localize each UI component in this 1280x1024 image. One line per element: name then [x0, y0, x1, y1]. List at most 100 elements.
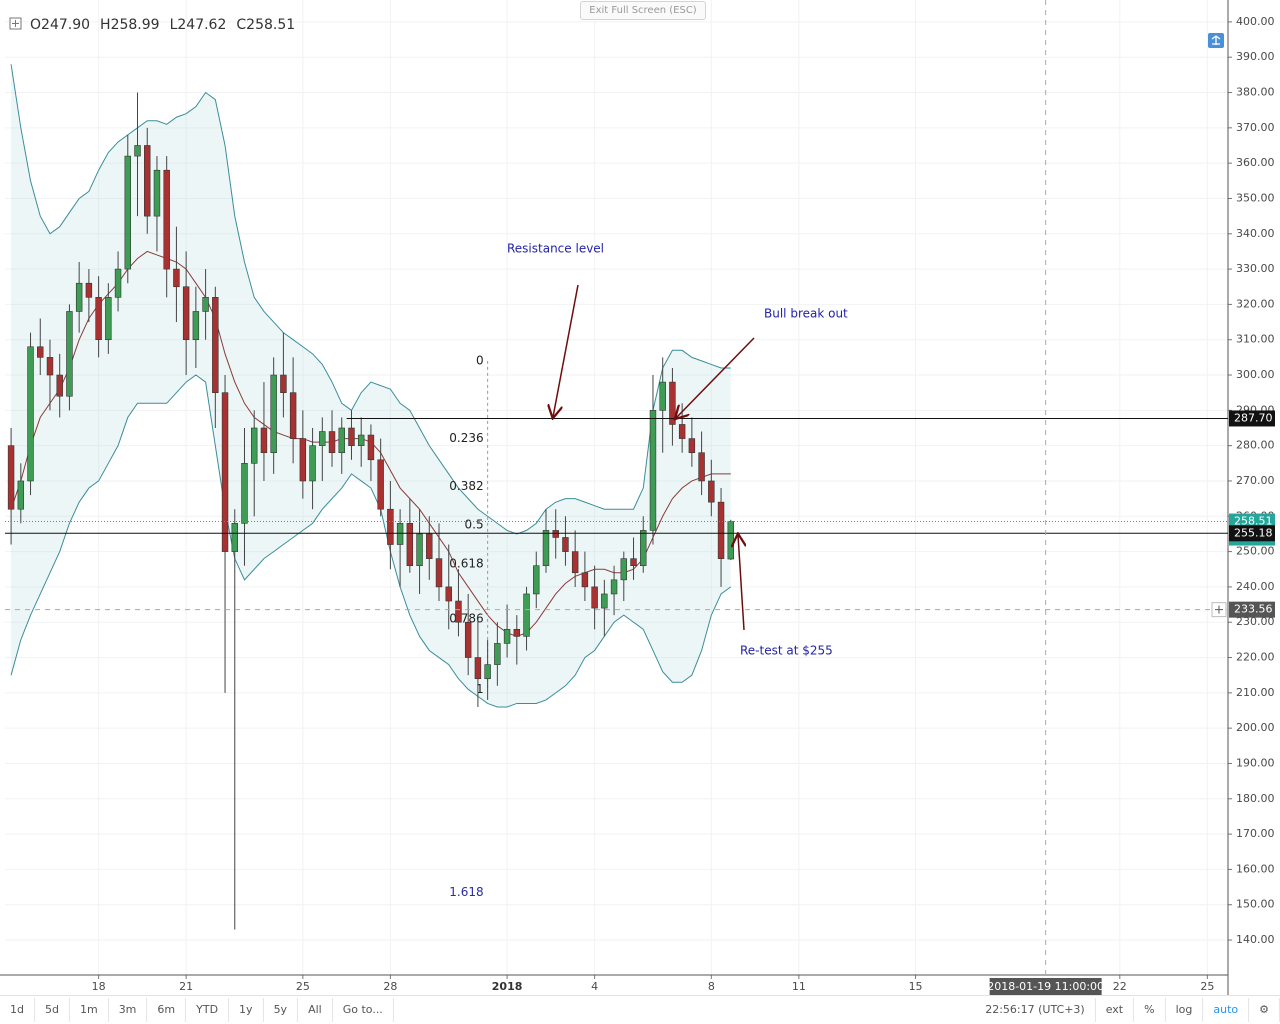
- fib-label: 1: [476, 682, 484, 696]
- toolbar-item[interactable]: %: [1134, 998, 1166, 1022]
- candle-body: [221, 392, 229, 552]
- x-tick-label: 8: [708, 980, 715, 993]
- ohlc-header: O247.90 H258.99 L247.62 C258.51: [30, 17, 295, 33]
- band-fill: [11, 64, 731, 707]
- y-tick-label: 320.00: [1236, 297, 1275, 310]
- candle-body: [474, 657, 482, 680]
- y-tick-label: 330.00: [1236, 262, 1275, 275]
- candle-body: [75, 282, 83, 312]
- header-icon-glyph: [12, 20, 19, 27]
- x-tick-label: 25: [1200, 980, 1214, 993]
- candle-body: [289, 392, 297, 439]
- exit-fullscreen[interactable]: Exit Full Screen (ESC): [580, 1, 706, 20]
- toolbar-item[interactable]: 1m: [70, 998, 109, 1022]
- toolbar-item[interactable]: 1d: [0, 998, 35, 1022]
- crosshair-x-label: 2018-01-19 11:00:00: [987, 980, 1104, 993]
- candle-body: [445, 586, 452, 602]
- x-tick-label: 11: [792, 980, 806, 993]
- candle-body: [513, 628, 521, 637]
- toolbar-item[interactable]: All: [298, 998, 333, 1022]
- resistance-label: 287.70: [1234, 411, 1273, 424]
- crosshair-y-label: 233.56: [1234, 603, 1273, 616]
- y-tick-label: 170.00: [1236, 827, 1275, 840]
- y-tick-label: 150.00: [1236, 898, 1275, 911]
- y-tick-label: 200.00: [1236, 721, 1275, 734]
- annotation: Re-test at $255: [740, 644, 833, 658]
- y-tick-label: 380.00: [1236, 86, 1275, 99]
- toolbar-item[interactable]: YTD: [186, 998, 230, 1022]
- y-tick-label: 310.00: [1236, 333, 1275, 346]
- candle-body: [251, 427, 258, 464]
- toolbar-item[interactable]: 1y: [229, 998, 264, 1022]
- candle-body: [260, 427, 268, 454]
- candle-body: [134, 145, 141, 157]
- band-upper: [10, 64, 731, 535]
- toolbar-item[interactable]: 5y: [264, 998, 299, 1022]
- annotation: Resistance level: [507, 242, 604, 256]
- candle-body: [387, 508, 394, 545]
- x-tick-label: 18: [92, 980, 106, 993]
- toolbar-item[interactable]: Go to...: [333, 998, 394, 1022]
- y-tick-label: 300.00: [1236, 368, 1275, 381]
- candle-body: [717, 501, 725, 559]
- candle-body: [17, 480, 25, 510]
- ohlc-value: 258.51: [246, 17, 295, 33]
- candle-body: [202, 297, 209, 312]
- toolbar-item[interactable]: log: [1166, 998, 1204, 1022]
- ohlc-value: 247.90: [41, 17, 90, 33]
- x-tick-label: 21: [179, 980, 193, 993]
- toolbar-right: 22:56:17 (UTC+3) ext% log auto ⚙: [975, 998, 1280, 1022]
- fib-label: 0.236: [449, 431, 483, 445]
- candle-body: [688, 438, 696, 454]
- candle-body: [416, 533, 423, 567]
- y-tick-label: 230.00: [1236, 615, 1275, 628]
- x-tick-label: 28: [383, 980, 397, 993]
- y-tick-label: 250.00: [1236, 545, 1275, 558]
- candle-body: [581, 572, 589, 588]
- candle-body: [640, 530, 647, 567]
- band-lower: [10, 374, 732, 708]
- header-icon[interactable]: [9, 17, 22, 30]
- candle-body: [542, 530, 550, 567]
- candle-body: [85, 282, 93, 298]
- support-box: [1229, 525, 1275, 542]
- toolbar-item[interactable]: 3m: [109, 998, 148, 1022]
- candle-body: [56, 374, 63, 397]
- candle-body: [114, 268, 122, 298]
- ohlc-value: 247.62: [177, 17, 226, 33]
- arrow: [553, 284, 579, 417]
- y-tick-label: 180.00: [1236, 792, 1275, 805]
- y-tick-label: 360.00: [1236, 156, 1275, 169]
- candle-body: [124, 155, 132, 270]
- candle-body: [649, 410, 657, 531]
- candle-body: [7, 445, 15, 510]
- y-tick-label: 160.00: [1236, 862, 1275, 875]
- y-tick-label: 140.00: [1236, 933, 1275, 946]
- candle-body: [464, 621, 472, 658]
- candle-body: [328, 431, 336, 454]
- candle-body: [601, 593, 608, 609]
- candle-body: [144, 145, 151, 217]
- ohlc-name: C: [236, 17, 246, 33]
- toolbar-item[interactable]: auto: [1203, 998, 1250, 1022]
- y-tick-label: 190.00: [1236, 756, 1275, 769]
- candle-body: [533, 565, 540, 595]
- resistance-box: [1229, 410, 1275, 427]
- candle-body: [503, 628, 511, 644]
- crosshair-x-box: [989, 978, 1102, 995]
- candle-body: [241, 463, 248, 524]
- toolbar-item[interactable]: 6m: [147, 998, 187, 1022]
- settings[interactable]: ⚙: [1249, 998, 1280, 1022]
- crosshair-y-box: [1229, 601, 1275, 618]
- x-tick-label: 4: [591, 980, 598, 993]
- candle-body: [727, 521, 734, 560]
- toolbar-item[interactable]: ext: [1096, 998, 1135, 1022]
- arrow: [676, 337, 755, 418]
- candle-body: [377, 459, 384, 510]
- candle-body: [212, 297, 219, 393]
- candle-body: [523, 593, 530, 637]
- annotation: Bull break out: [764, 307, 848, 321]
- toolbar-item[interactable]: 5d: [35, 998, 70, 1022]
- ohlc-name: H: [100, 17, 111, 33]
